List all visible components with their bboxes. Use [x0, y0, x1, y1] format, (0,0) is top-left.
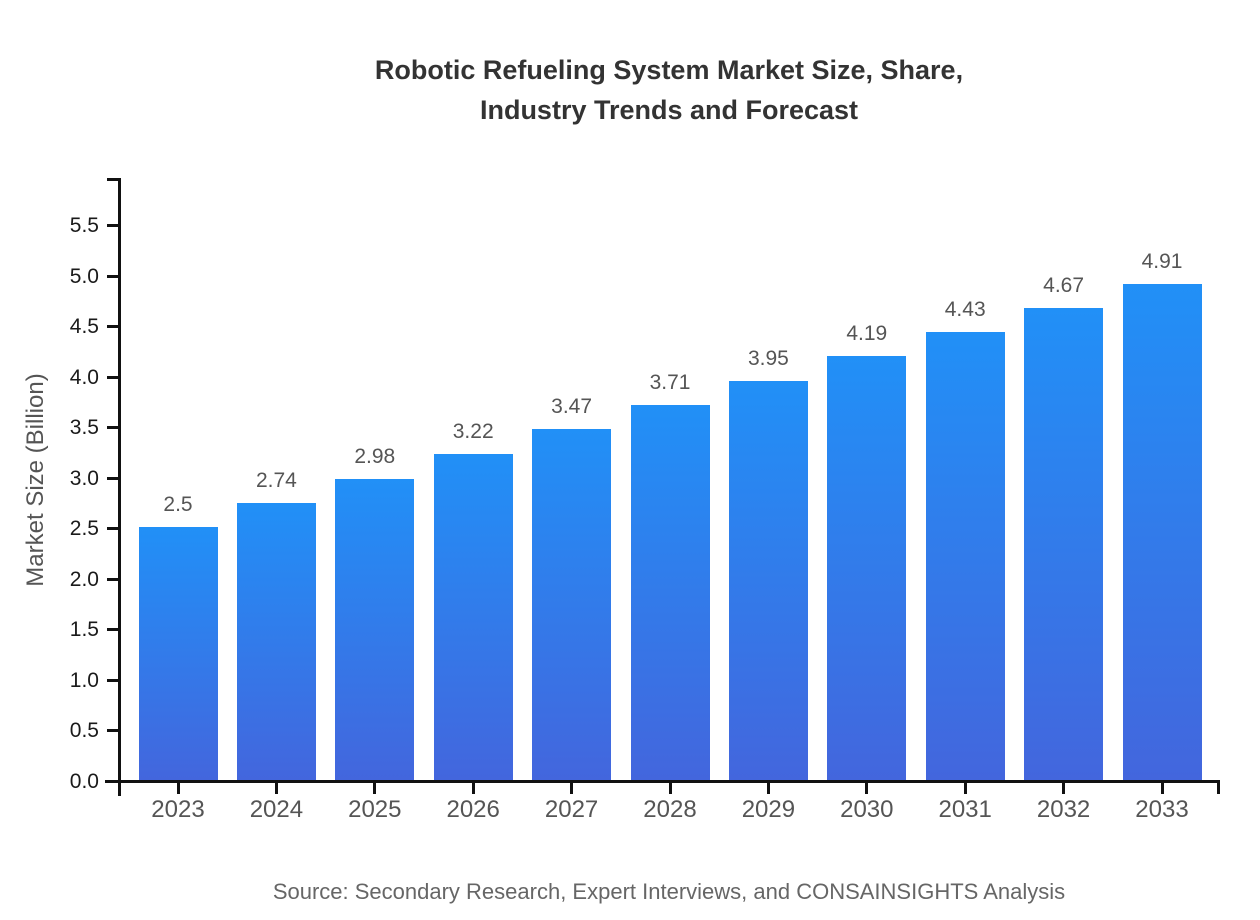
- bar: [236, 502, 316, 780]
- x-tick-label: 2026: [446, 796, 500, 823]
- y-tick: [107, 527, 118, 531]
- bar-value-label: 4.19: [846, 322, 888, 346]
- y-tick-label: 1.5: [69, 618, 99, 642]
- y-tick: [107, 628, 118, 632]
- y-tick: [107, 476, 118, 480]
- x-axis-end-tick: [1217, 780, 1220, 794]
- x-tick-label: 2029: [741, 796, 796, 823]
- y-tick: [107, 678, 118, 682]
- x-tick: [668, 780, 672, 794]
- bar: [925, 332, 1005, 780]
- y-tick: [107, 375, 118, 379]
- y-tick-label: 5.0: [69, 264, 99, 288]
- bar-value-label: 2.98: [354, 444, 396, 468]
- x-tick-label: 2032: [1036, 796, 1091, 823]
- x-tick: [176, 780, 180, 794]
- bar: [630, 404, 710, 780]
- y-tick-label: 0.5: [69, 719, 99, 743]
- bar-value-label: 4.67: [1043, 273, 1085, 297]
- y-tick: [107, 780, 118, 783]
- y-tick-label: 2.5: [69, 517, 99, 541]
- y-tick: [107, 325, 118, 329]
- x-tick-label: 2024: [249, 796, 304, 823]
- y-tick-label: 2.0: [69, 567, 99, 591]
- y-tick-label: 3.5: [69, 416, 99, 440]
- bar: [532, 429, 612, 780]
- y-tick: [107, 223, 118, 227]
- x-axis-line: [105, 780, 1220, 783]
- x-tick-label: 2031: [938, 796, 992, 823]
- y-axis-line: [118, 178, 121, 796]
- bar: [728, 380, 808, 780]
- bar-value-label: 3.71: [649, 370, 691, 394]
- bar: [335, 478, 415, 780]
- x-tick: [1160, 780, 1164, 794]
- bar: [138, 527, 218, 780]
- y-tick-label: 1.0: [69, 668, 99, 692]
- x-tick-label: 2033: [1135, 796, 1189, 823]
- x-tick: [1062, 780, 1066, 794]
- x-tick: [471, 780, 475, 794]
- chart-title: Robotic Refueling System Market Size, Sh…: [374, 55, 964, 125]
- bar-value-label: 3.47: [551, 395, 593, 419]
- x-tick: [766, 780, 770, 794]
- bar: [827, 356, 907, 780]
- x-tick: [570, 780, 574, 794]
- y-tick-label: 5.5: [69, 213, 99, 237]
- x-tick: [274, 780, 278, 794]
- bar-value-label: 4.91: [1141, 249, 1183, 273]
- x-tick-label: 2027: [544, 796, 599, 823]
- y-tick-label: 3.0: [69, 466, 99, 490]
- y-tick-label: 0.0: [69, 770, 99, 793]
- bar-value-label: 3.22: [452, 420, 494, 444]
- y-tick: [107, 729, 118, 733]
- x-tick-label: 2025: [348, 796, 402, 823]
- bar: [433, 454, 513, 780]
- y-tick-label: 4.5: [69, 315, 99, 339]
- bar-value-label: 3.95: [747, 346, 789, 370]
- y-axis-end-tick: [107, 178, 118, 181]
- y-tick: [107, 426, 118, 430]
- x-tick-label: 2023: [151, 796, 205, 823]
- y-tick: [107, 577, 118, 581]
- x-tick: [865, 780, 869, 794]
- x-tick: [373, 780, 377, 794]
- x-tick-label: 2030: [840, 796, 894, 823]
- y-tick: [107, 274, 118, 278]
- x-tick-label: 2028: [643, 796, 697, 823]
- bar: [1122, 283, 1202, 780]
- bar: [1024, 307, 1104, 780]
- bar-value-label: 2.74: [255, 468, 297, 492]
- y-tick-label: 4.0: [69, 365, 99, 389]
- bar-value-label: 2.5: [163, 493, 193, 517]
- bar-value-label: 4.43: [944, 298, 986, 322]
- source-note: Source: Secondary Research, Expert Inter…: [272, 879, 1066, 904]
- x-tick: [963, 780, 967, 794]
